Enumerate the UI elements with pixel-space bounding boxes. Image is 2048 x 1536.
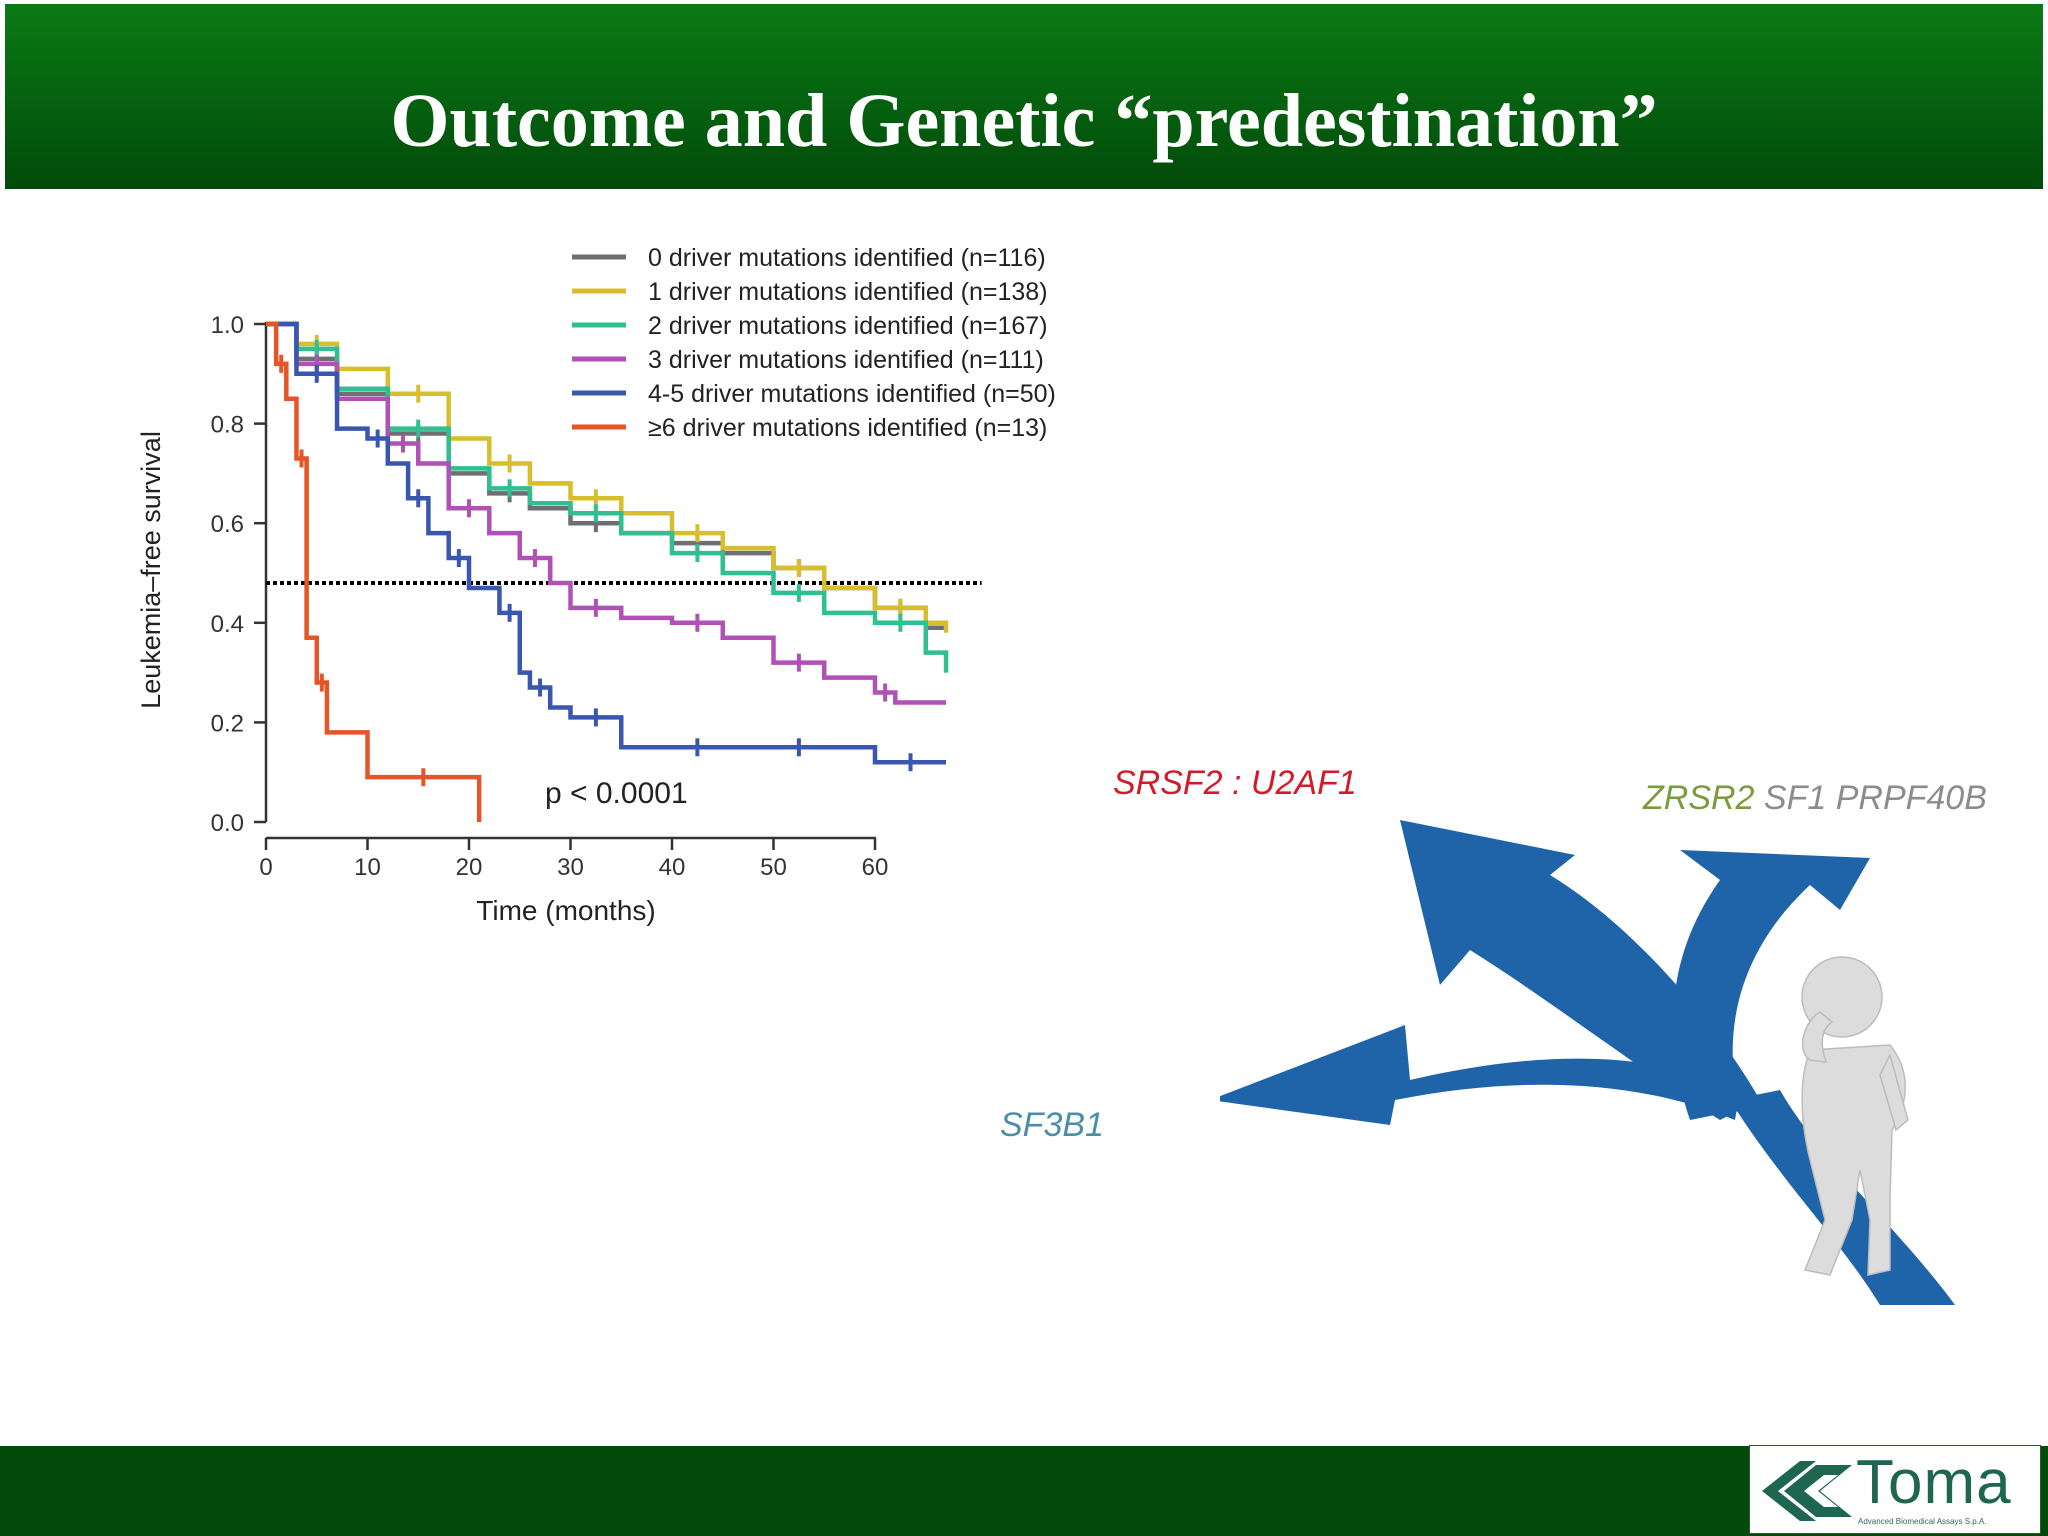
company-logo: Toma Advanced Biomedical Assays S.p.A.: [1749, 1445, 2041, 1534]
chart-legend: 0 driver mutations identified (n=116) 1 d…: [572, 244, 1056, 442]
gene-label-sf1-prpf40b: SF1 PRPF40B: [1763, 779, 1987, 817]
x-tick-label: 20: [456, 854, 483, 881]
y-tick-label: 0.8: [211, 412, 244, 439]
legend-label: 1 driver mutations identified (n=138): [648, 278, 1048, 306]
x-tick-label: 0: [259, 854, 272, 881]
y-tick-label: 0.6: [211, 511, 244, 538]
gene-label-sf3b1: SF3B1: [1000, 1106, 1104, 1144]
x-tick-label: 50: [760, 854, 787, 881]
arrow-up-left: [1400, 820, 1760, 1120]
survival-chart: 0.0 0.2 0.4 0.6 0.8 1.0 0 10 20 30 40 50 60 Leukemia…: [136, 244, 1056, 926]
x-tick-label: 40: [659, 854, 686, 881]
survival-curve-3: [266, 321, 947, 705]
x-tick-label: 60: [862, 854, 889, 881]
legend-label: 4-5 driver mutations identified (n=50): [648, 380, 1056, 408]
survival-curve-1: [266, 321, 949, 633]
survival-curve-4: [266, 321, 947, 765]
gene-label-srsf2-u2af1: SRSF2 : U2AF1: [1113, 764, 1357, 802]
gene-label-zrsr2-group: ZRSR2 SF1 PRPF40B: [1643, 779, 1987, 818]
arrow-left: [1220, 1025, 1740, 1125]
x-axis-label: Time (months): [476, 895, 655, 926]
legend-label: 3 driver mutations identified (n=111): [648, 346, 1044, 374]
y-tick-label: 0.4: [211, 611, 244, 638]
survival-curve-2: [266, 321, 949, 673]
crossroads-arrows-illustration: [1220, 820, 1955, 1305]
legend-label: 2 driver mutations identified (n=167): [648, 312, 1048, 340]
y-tick-label: 1.0: [211, 312, 244, 339]
legend-label: ≥6 driver mutations identified (n=13): [648, 414, 1047, 442]
logo-subtitle: Advanced Biomedical Assays S.p.A.: [1858, 1517, 1987, 1526]
legend-label: 0 driver mutations identified (n=116): [648, 244, 1046, 272]
footer-bar: [0, 1446, 2048, 1536]
y-axis-label: Leukemia–free survival: [136, 431, 166, 709]
person-figure: [1801, 956, 1909, 1276]
logo-mark-icon: [1762, 1461, 1852, 1521]
logo-wordmark: Toma: [1856, 1448, 2012, 1517]
y-tick-label: 0.0: [211, 810, 244, 837]
x-tick-label: 10: [354, 854, 381, 881]
slide-title: Outcome and Genetic “predestination”: [390, 79, 1658, 163]
title-bar: Outcome and Genetic “predestination”: [5, 4, 2043, 189]
p-value-annotation: p < 0.0001: [545, 777, 688, 810]
arrow-up-right: [1673, 850, 1870, 1120]
y-tick-label: 0.2: [211, 710, 244, 737]
x-tick-label: 30: [557, 854, 584, 881]
gene-label-zrsr2: ZRSR2: [1643, 779, 1755, 817]
